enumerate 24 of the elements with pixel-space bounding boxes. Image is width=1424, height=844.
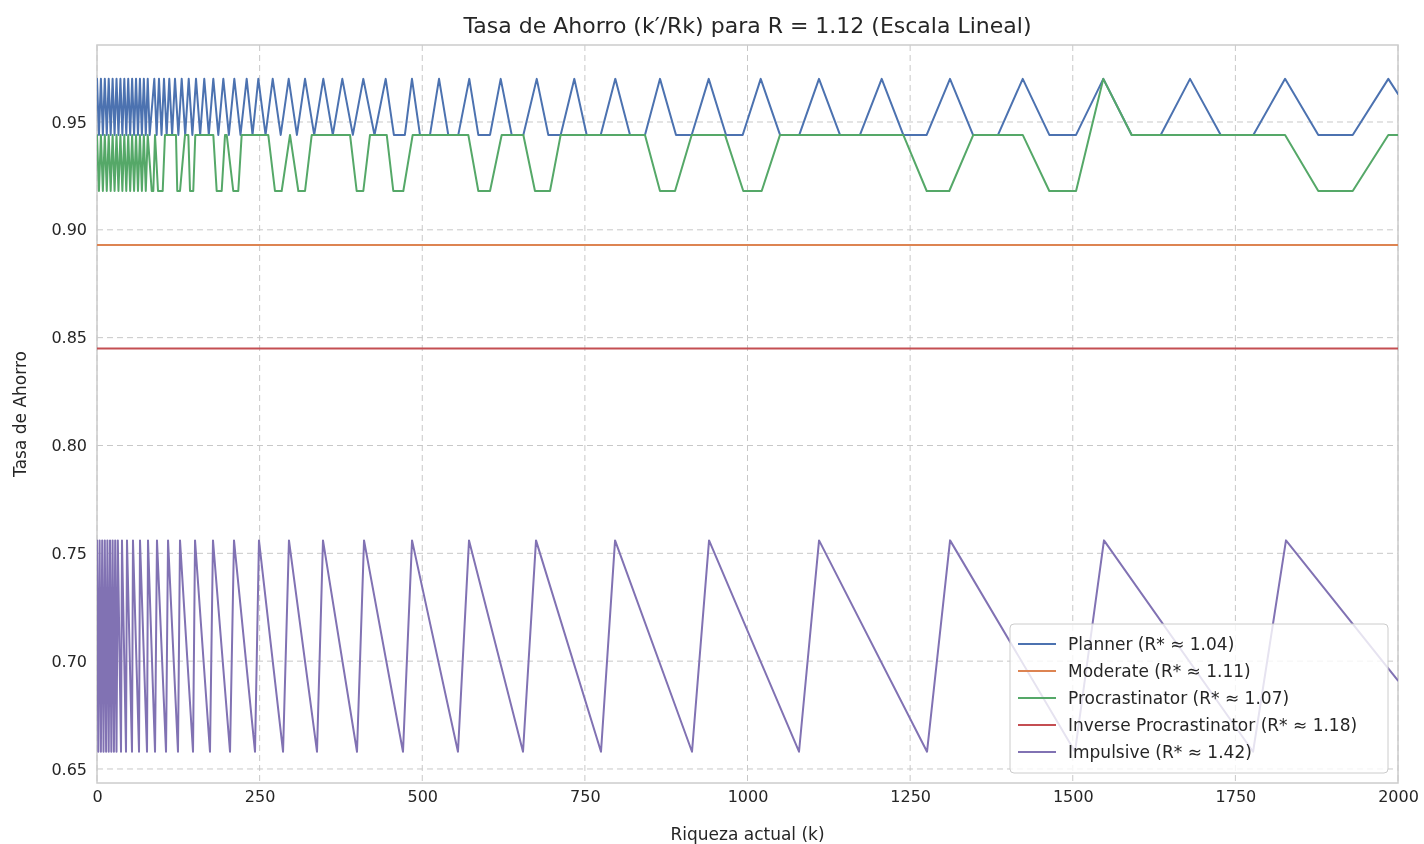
y-tick-label: 0.75 <box>51 543 87 563</box>
y-axis-title: Tasa de Ahorro <box>10 351 30 478</box>
x-tick-label: 1000 <box>727 787 769 807</box>
x-tick-label: 1750 <box>1215 787 1257 807</box>
y-tick-label: 0.65 <box>51 759 87 779</box>
x-tick-label: 2000 <box>1378 787 1419 807</box>
legend-label: Inverse Procrastinator (R* ≈ 1.18) <box>1068 715 1358 735</box>
y-tick-label: 0.90 <box>51 220 87 240</box>
legend-label: Procrastinator (R* ≈ 1.07) <box>1068 688 1290 708</box>
legend-label: Planner (R* ≈ 1.04) <box>1068 634 1235 654</box>
y-tick-label: 0.80 <box>51 436 87 456</box>
x-tick-label: 750 <box>570 787 601 807</box>
y-tick-label: 0.85 <box>51 328 87 348</box>
x-tick-label: 1250 <box>890 787 931 807</box>
x-axis-title: Riqueza actual (k) <box>670 824 825 844</box>
x-tick-label: 500 <box>407 787 439 807</box>
chart-title: Tasa de Ahorro (k′/Rk) para R = 1.12 (Escala Lineal) <box>462 13 1032 38</box>
legend-label: Impulsive (R* ≈ 1.42) <box>1068 742 1252 762</box>
y-tick-label: 0.95 <box>51 112 87 132</box>
y-tick-label: 0.70 <box>51 651 87 671</box>
x-tick-label: 250 <box>244 787 276 807</box>
x-tick-label: 0 <box>92 787 103 807</box>
legend-label: Moderate (R* ≈ 1.11) <box>1068 661 1251 681</box>
x-tick-label: 1500 <box>1052 787 1094 807</box>
